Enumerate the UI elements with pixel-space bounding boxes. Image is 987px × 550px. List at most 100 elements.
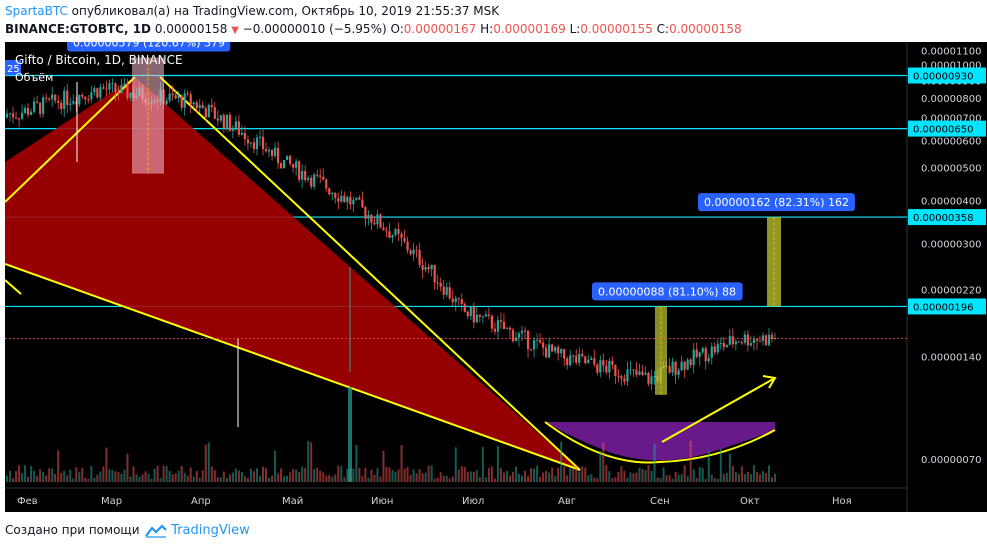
volume-bar	[623, 470, 626, 482]
volume-bar	[84, 477, 87, 482]
candle-body	[460, 299, 463, 305]
candle-body	[439, 282, 442, 287]
volume-bar	[99, 471, 102, 482]
volume-bar	[114, 471, 117, 482]
volume-bar	[298, 471, 301, 482]
candle-body	[81, 94, 84, 97]
published-text: опубликовал(а) на TradingView.com, Октяб…	[71, 4, 500, 18]
candle-body	[201, 104, 204, 109]
candle-body	[421, 265, 424, 270]
volume-bar	[258, 475, 261, 482]
volume-bar	[225, 477, 228, 482]
candle-body	[593, 358, 596, 365]
volume-bar	[292, 469, 295, 482]
candle-body	[734, 341, 737, 345]
volume-bar	[629, 472, 632, 482]
candle-body	[120, 84, 123, 94]
volume-bar	[141, 474, 144, 482]
candle-body	[343, 195, 346, 203]
candle-body	[728, 336, 731, 345]
volume-bar	[454, 447, 457, 482]
level-price-tag-bg	[908, 298, 986, 315]
volume-bar	[695, 477, 698, 482]
candle-body	[370, 214, 373, 223]
volume-bar	[698, 467, 701, 482]
candle-body	[611, 360, 614, 365]
volume-bar	[656, 477, 659, 482]
volume-bar	[692, 469, 695, 482]
volume-bar	[165, 466, 168, 482]
volume-bar	[102, 466, 105, 482]
candle-body	[484, 314, 487, 317]
candle-body	[767, 334, 771, 345]
candle-body	[48, 98, 51, 100]
candle-body	[481, 316, 484, 318]
candle-body	[427, 267, 430, 270]
volume-bar	[493, 478, 496, 482]
volume-bar	[548, 472, 551, 482]
volume-bar	[472, 471, 475, 482]
author-name[interactable]: SpartaBTC	[5, 4, 68, 18]
candle-body	[569, 355, 572, 365]
volume-bar	[207, 442, 210, 482]
candle-body	[307, 177, 310, 180]
volume-bar	[36, 475, 39, 482]
candle-body	[704, 348, 707, 362]
candle-body	[54, 94, 57, 101]
volume-bar	[436, 477, 439, 482]
volume-bar	[159, 477, 162, 482]
volume-bar	[72, 478, 75, 482]
candle-body	[301, 170, 304, 180]
volume-bar	[189, 467, 192, 482]
candle-body	[731, 336, 734, 345]
x-tick-label: Мар	[101, 496, 122, 507]
volume-bar	[168, 470, 171, 482]
tradingview-brand[interactable]: TradingView	[171, 523, 250, 538]
chart-area[interactable]: 0.00000579 (120.67%) 579 0.00000088 (81.1…	[5, 42, 987, 512]
volume-bar	[662, 467, 665, 482]
candle-body	[319, 175, 322, 177]
candle-body	[340, 195, 343, 202]
volume-bar	[752, 465, 755, 482]
candle-body	[671, 361, 674, 373]
volume-bar	[69, 469, 72, 482]
volume-bar	[761, 471, 764, 482]
candle-body	[584, 356, 587, 364]
volume-bar	[689, 440, 692, 482]
candle-body	[177, 95, 180, 99]
y-tick-label: 0.00000140	[921, 352, 981, 363]
candle-body	[442, 286, 445, 295]
volume-bar	[93, 477, 96, 482]
volume-bar	[521, 475, 524, 482]
level-price-tag-bg	[908, 209, 986, 226]
volume-bar	[33, 470, 36, 482]
volume-bar	[219, 477, 222, 482]
candle-body	[713, 346, 716, 353]
candle-body	[719, 342, 722, 344]
candle-body	[566, 358, 569, 365]
level-price-tag: 0.00000358	[913, 213, 973, 224]
left-cut-label-bg	[5, 60, 21, 75]
candle-body	[388, 231, 391, 238]
volume-bar	[611, 477, 614, 482]
volume-bar	[249, 468, 252, 482]
volume-bar	[274, 450, 277, 482]
measure-label: 0.00000088 (81.10%) 88	[598, 285, 736, 298]
volume-bar	[668, 475, 671, 482]
candle-body	[475, 314, 478, 323]
candle-body	[695, 349, 698, 357]
level-price-tag-bg	[908, 67, 986, 84]
chart-svg[interactable]: 0.00000579 (120.67%) 579 0.00000088 (81.1…	[5, 42, 987, 512]
volume-bar	[743, 474, 746, 482]
volume-bar	[328, 475, 331, 482]
volume-bar	[283, 476, 286, 482]
candle-body	[563, 349, 566, 359]
measure-label-bg	[698, 193, 855, 212]
volume-bar	[234, 468, 237, 482]
high-value: 0.00000169	[493, 22, 566, 36]
volume-bar	[725, 472, 728, 482]
y-tick-label: 0.00001000	[921, 61, 981, 72]
volume-bar	[647, 465, 650, 482]
candle-body	[105, 88, 108, 90]
candle-body	[517, 333, 521, 338]
